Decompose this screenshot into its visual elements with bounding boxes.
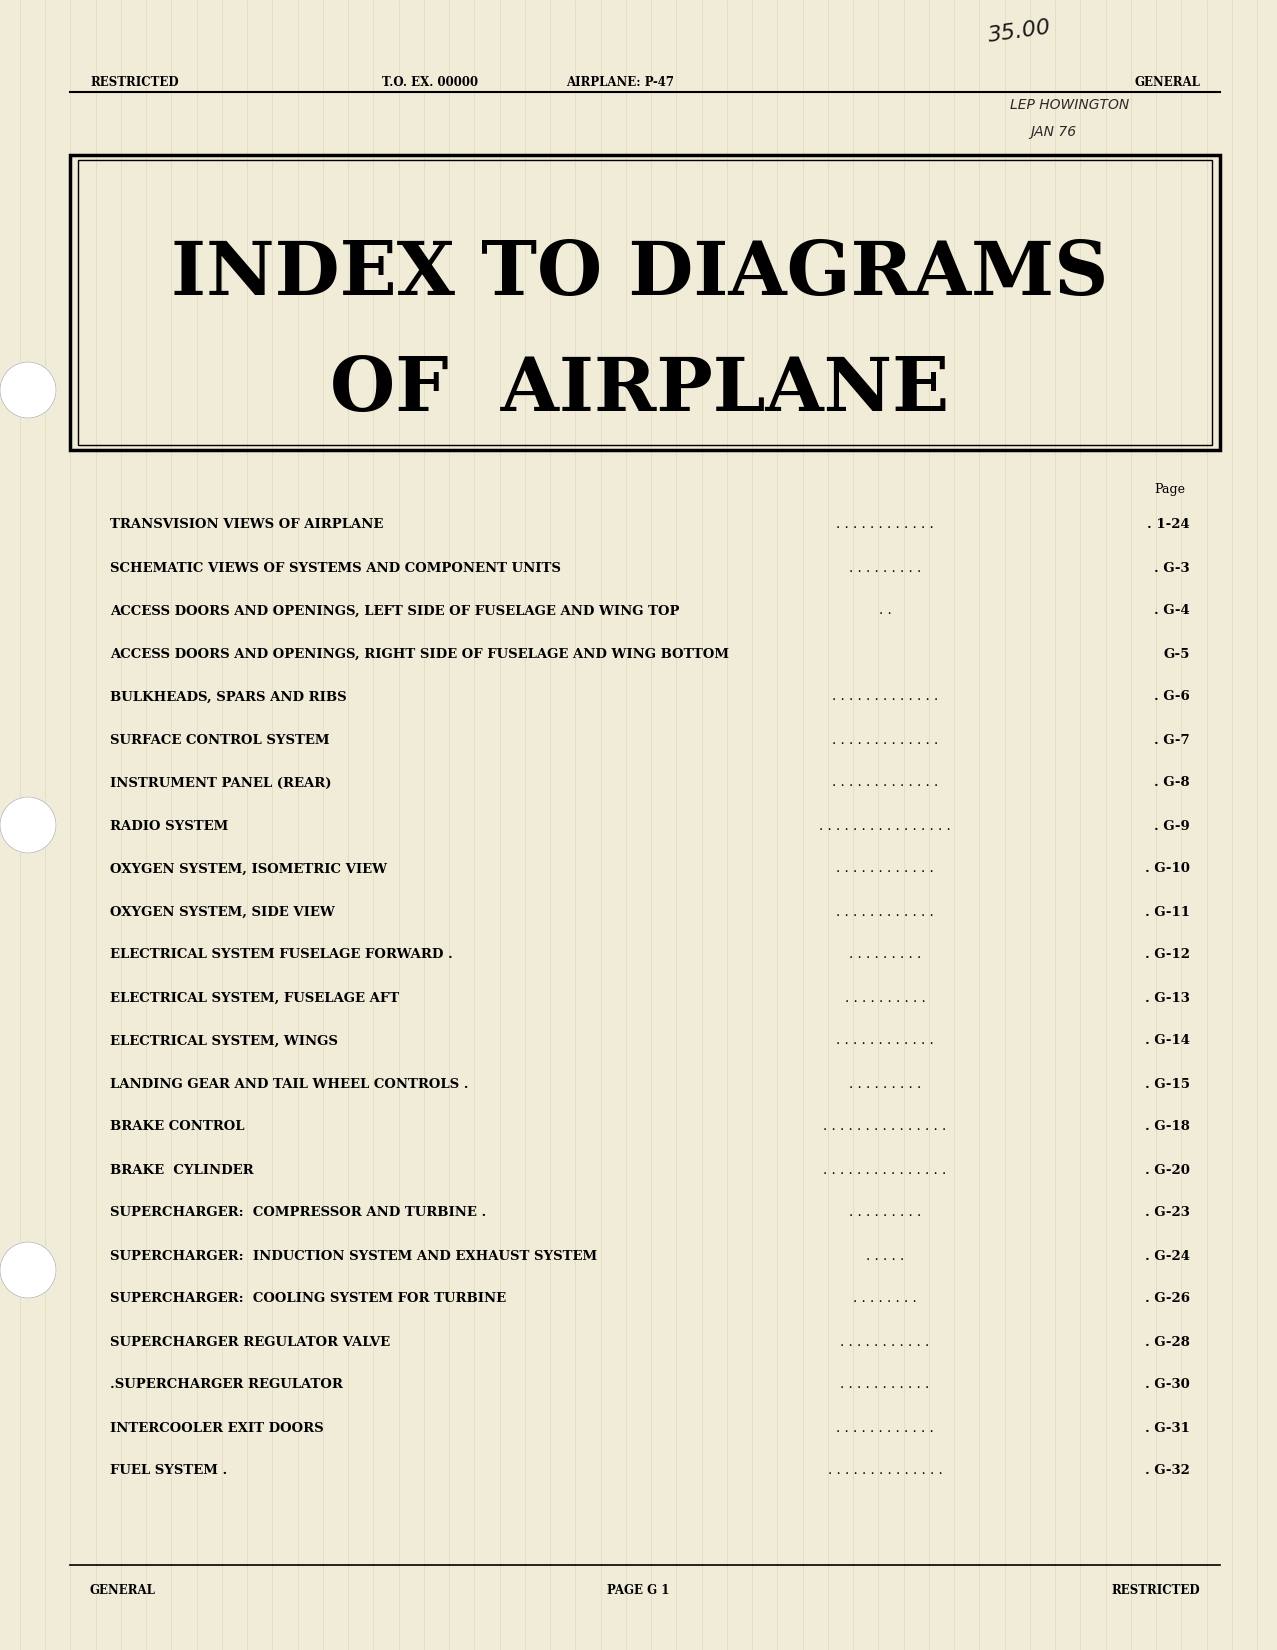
Text: . . . . .: . . . . .: [866, 1249, 904, 1262]
Text: . . . . . . . . .: . . . . . . . . .: [849, 1206, 921, 1219]
Text: OXYGEN SYSTEM, SIDE VIEW: OXYGEN SYSTEM, SIDE VIEW: [110, 906, 335, 919]
Text: . . . . . . . . . . . .: . . . . . . . . . . . .: [836, 1422, 933, 1434]
Text: . G-30: . G-30: [1145, 1378, 1190, 1391]
Circle shape: [0, 361, 56, 417]
Bar: [70, 155, 1220, 450]
Text: INSTRUMENT PANEL (REAR): INSTRUMENT PANEL (REAR): [110, 777, 332, 789]
Text: . . . . . . . . . . . .: . . . . . . . . . . . .: [836, 1035, 933, 1048]
Text: . . . . . . . . . .: . . . . . . . . . .: [844, 992, 926, 1005]
Text: . . . . . . . . . . . . . . . .: . . . . . . . . . . . . . . . .: [819, 820, 951, 833]
Text: 35.00: 35.00: [987, 18, 1054, 46]
Text: . . . . . . . . .: . . . . . . . . .: [849, 561, 921, 574]
Text: . G-4: . G-4: [1154, 604, 1190, 617]
Text: BRAKE CONTROL: BRAKE CONTROL: [110, 1120, 244, 1134]
Text: . G-8: . G-8: [1154, 777, 1190, 789]
Text: SUPERCHARGER:  COOLING SYSTEM FOR TURBINE: SUPERCHARGER: COOLING SYSTEM FOR TURBINE: [110, 1292, 506, 1305]
Text: BULKHEADS, SPARS AND RIBS: BULKHEADS, SPARS AND RIBS: [110, 690, 346, 703]
Text: . . . . . . . . . . .: . . . . . . . . . . .: [840, 1335, 930, 1348]
Text: AIRPLANE: P-47: AIRPLANE: P-47: [566, 76, 674, 89]
Text: PAGE G 1: PAGE G 1: [607, 1584, 669, 1597]
Text: G-5: G-5: [1163, 647, 1190, 660]
Circle shape: [0, 1242, 56, 1299]
Text: SCHEMATIC VIEWS OF SYSTEMS AND COMPONENT UNITS: SCHEMATIC VIEWS OF SYSTEMS AND COMPONENT…: [110, 561, 561, 574]
Text: GENERAL: GENERAL: [89, 1584, 156, 1597]
Text: SUPERCHARGER:  COMPRESSOR AND TURBINE .: SUPERCHARGER: COMPRESSOR AND TURBINE .: [110, 1206, 487, 1219]
Text: . G-10: . G-10: [1145, 863, 1190, 876]
Text: RADIO SYSTEM: RADIO SYSTEM: [110, 820, 229, 833]
Text: . G-20: . G-20: [1145, 1163, 1190, 1176]
Text: . G-11: . G-11: [1145, 906, 1190, 919]
Text: SUPERCHARGER:  INDUCTION SYSTEM AND EXHAUST SYSTEM: SUPERCHARGER: INDUCTION SYSTEM AND EXHAU…: [110, 1249, 598, 1262]
Text: . .: . .: [879, 604, 891, 617]
Text: . G-7: . G-7: [1154, 734, 1190, 746]
Text: BRAKE  CYLINDER: BRAKE CYLINDER: [110, 1163, 254, 1176]
Circle shape: [0, 797, 56, 853]
Text: . G-14: . G-14: [1145, 1035, 1190, 1048]
Text: . G-13: . G-13: [1145, 992, 1190, 1005]
Text: . G-32: . G-32: [1145, 1465, 1190, 1477]
Text: JAN 76: JAN 76: [1031, 125, 1077, 139]
Text: . G-24: . G-24: [1145, 1249, 1190, 1262]
Text: SURFACE CONTROL SYSTEM: SURFACE CONTROL SYSTEM: [110, 734, 329, 746]
Text: ELECTRICAL SYSTEM, FUSELAGE AFT: ELECTRICAL SYSTEM, FUSELAGE AFT: [110, 992, 400, 1005]
Text: . . . . . . . . . . . . . .: . . . . . . . . . . . . . .: [827, 1465, 942, 1477]
Text: . G-26: . G-26: [1145, 1292, 1190, 1305]
Text: ACCESS DOORS AND OPENINGS, RIGHT SIDE OF FUSELAGE AND WING BOTTOM: ACCESS DOORS AND OPENINGS, RIGHT SIDE OF…: [110, 647, 729, 660]
Text: . . . . . . . . .: . . . . . . . . .: [849, 949, 921, 962]
Text: . . . . . . . . . . . . .: . . . . . . . . . . . . .: [831, 734, 939, 746]
Text: SUPERCHARGER REGULATOR VALVE: SUPERCHARGER REGULATOR VALVE: [110, 1335, 391, 1348]
Text: . . . . . . . . . . . .: . . . . . . . . . . . .: [836, 863, 933, 876]
Text: . . . . . . . . . . .: . . . . . . . . . . .: [840, 1378, 930, 1391]
Text: T.O. EX. 00000: T.O. EX. 00000: [382, 76, 478, 89]
Text: Page: Page: [1154, 483, 1185, 497]
Text: . G-18: . G-18: [1145, 1120, 1190, 1134]
Text: INDEX TO DIAGRAMS: INDEX TO DIAGRAMS: [171, 239, 1108, 312]
Text: . . . . . . . . . . . .: . . . . . . . . . . . .: [836, 906, 933, 919]
Text: . G-28: . G-28: [1145, 1335, 1190, 1348]
Text: .SUPERCHARGER REGULATOR: .SUPERCHARGER REGULATOR: [110, 1378, 344, 1391]
Text: . G-12: . G-12: [1145, 949, 1190, 962]
Text: . 1-24: . 1-24: [1147, 518, 1190, 531]
Text: . G-9: . G-9: [1154, 820, 1190, 833]
Text: LEP HOWINGTON: LEP HOWINGTON: [1010, 97, 1129, 112]
Text: . . . . . . . . .: . . . . . . . . .: [849, 1077, 921, 1091]
Text: . . . . . . . .: . . . . . . . .: [853, 1292, 917, 1305]
Text: GENERAL: GENERAL: [1134, 76, 1200, 89]
Text: . G-15: . G-15: [1145, 1077, 1190, 1091]
Text: . . . . . . . . . . . . .: . . . . . . . . . . . . .: [831, 777, 939, 789]
Text: RESTRICTED: RESTRICTED: [1111, 1584, 1200, 1597]
Text: . G-6: . G-6: [1154, 690, 1190, 703]
Text: . . . . . . . . . . . . . . .: . . . . . . . . . . . . . . .: [824, 1163, 946, 1176]
Text: . . . . . . . . . . . .: . . . . . . . . . . . .: [836, 518, 933, 531]
Text: . . . . . . . . . . . . .: . . . . . . . . . . . . .: [831, 690, 939, 703]
Text: ACCESS DOORS AND OPENINGS, LEFT SIDE OF FUSELAGE AND WING TOP: ACCESS DOORS AND OPENINGS, LEFT SIDE OF …: [110, 604, 679, 617]
Text: . G-31: . G-31: [1145, 1422, 1190, 1434]
Text: OF  AIRPLANE: OF AIRPLANE: [331, 353, 950, 426]
Text: LANDING GEAR AND TAIL WHEEL CONTROLS .: LANDING GEAR AND TAIL WHEEL CONTROLS .: [110, 1077, 469, 1091]
Text: ELECTRICAL SYSTEM FUSELAGE FORWARD .: ELECTRICAL SYSTEM FUSELAGE FORWARD .: [110, 949, 453, 962]
Text: . G-23: . G-23: [1145, 1206, 1190, 1219]
Text: FUEL SYSTEM .: FUEL SYSTEM .: [110, 1465, 227, 1477]
Text: ELECTRICAL SYSTEM, WINGS: ELECTRICAL SYSTEM, WINGS: [110, 1035, 338, 1048]
Text: . . . . . . . . . . . . . . .: . . . . . . . . . . . . . . .: [824, 1120, 946, 1134]
Text: . G-3: . G-3: [1154, 561, 1190, 574]
Text: OXYGEN SYSTEM, ISOMETRIC VIEW: OXYGEN SYSTEM, ISOMETRIC VIEW: [110, 863, 387, 876]
Bar: [78, 160, 1212, 446]
Text: RESTRICTED: RESTRICTED: [89, 76, 179, 89]
Text: TRANSVISION VIEWS OF AIRPLANE: TRANSVISION VIEWS OF AIRPLANE: [110, 518, 383, 531]
Text: INTERCOOLER EXIT DOORS: INTERCOOLER EXIT DOORS: [110, 1422, 323, 1434]
